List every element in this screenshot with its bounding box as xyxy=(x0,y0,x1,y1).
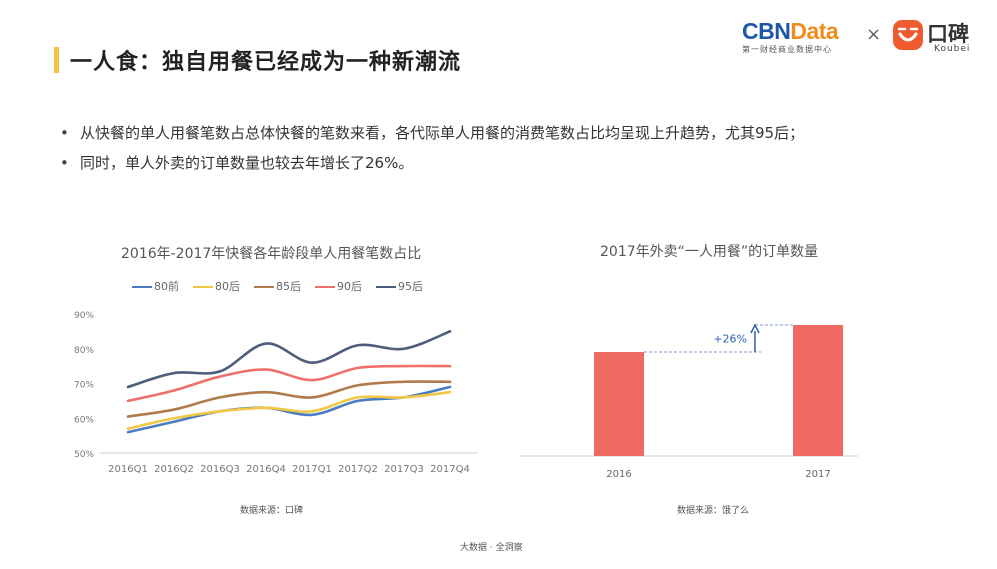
bullet-dot: • xyxy=(60,124,69,142)
data-logo-text: Data xyxy=(790,18,839,44)
series-line xyxy=(126,330,452,389)
series-line xyxy=(126,364,452,403)
bar-chart-source: 数据来源：饿了么 xyxy=(677,506,750,516)
footer-slogan: 大数据 · 全洞察 xyxy=(460,543,523,553)
cbndata-logo: CBNData 第一财经商业数据中心 xyxy=(742,19,860,59)
y-tick-label: 60% xyxy=(74,415,94,425)
legend-swatch xyxy=(254,286,274,288)
bullet-text: 同时，单人外卖的订单数量也较去年增长了26%。 xyxy=(80,154,414,172)
x-tick-label: 2016Q4 xyxy=(246,464,286,475)
legend-label: 85后 xyxy=(276,280,301,293)
x-tick-label: 2016Q1 xyxy=(108,464,148,475)
y-tick-label: 70% xyxy=(74,381,94,391)
bar-chart: 2016 2017 +26% xyxy=(520,323,858,480)
legend-item: 80后 xyxy=(193,278,240,294)
title-accent-bar xyxy=(54,47,59,73)
bullet-text: 从快餐的单人用餐笔数占总体快餐的笔数来看，各代际单人用餐的消费笔数占比均呈现上升… xyxy=(80,124,805,142)
legend-item: 90后 xyxy=(315,278,362,294)
x-tick-label: 2017Q4 xyxy=(430,464,470,475)
legend-item: 80前 xyxy=(132,278,179,294)
line-chart-title: 2016年-2017年快餐各年龄段单人用餐笔数占比 xyxy=(121,246,422,262)
x-tick-label: 2017Q3 xyxy=(384,464,424,475)
legend-item: 95后 xyxy=(376,278,423,294)
growth-arrow-head xyxy=(750,323,760,334)
line-chart-legend: 80前 80后 85后 90后 95后 xyxy=(132,278,437,294)
legend-label: 95后 xyxy=(398,280,423,293)
legend-label: 90后 xyxy=(337,280,362,293)
line-chart-source: 数据来源：口碑 xyxy=(240,506,304,516)
legend-item: 85后 xyxy=(254,278,301,294)
bar xyxy=(594,352,644,456)
legend-swatch xyxy=(315,286,335,288)
legend-label: 80后 xyxy=(215,280,240,293)
legend-swatch xyxy=(132,286,152,288)
legend-label: 80前 xyxy=(154,280,179,293)
koubei-logo-icon xyxy=(893,20,923,50)
page-title: 一人食：独自用餐已经成为一种新潮流 xyxy=(70,50,462,75)
bullet-dot: • xyxy=(60,154,69,172)
line-chart: 50% 60% 70% 80% 90% 2016Q1 2016Q2 2016Q3 2016Q4 2… xyxy=(74,311,478,475)
cbndata-subtitle: 第一财经商业数据中心 xyxy=(742,45,832,54)
y-tick-label: 90% xyxy=(74,311,94,321)
bar xyxy=(793,325,843,456)
koubei-logo-subtitle: Koubei xyxy=(934,44,971,54)
legend-swatch xyxy=(376,286,396,288)
x-tick-label: 2016Q2 xyxy=(154,464,194,475)
partnership-times-sign: × xyxy=(866,24,882,45)
x-tick-label: 2017Q1 xyxy=(292,464,332,475)
series-line xyxy=(126,380,452,418)
x-tick-label: 2017Q2 xyxy=(338,464,378,475)
y-tick-label: 50% xyxy=(74,450,94,460)
koubei-logo-text: 口碑 xyxy=(927,22,969,46)
legend-swatch xyxy=(193,286,213,288)
cbn-logo-text: CBN xyxy=(742,18,791,44)
series-line xyxy=(126,390,452,430)
growth-annotation: +26% xyxy=(713,333,747,346)
bar-category-label: 2017 xyxy=(805,469,830,480)
bar-chart-title: 2017年外卖“一人用餐”的订单数量 xyxy=(600,244,819,260)
x-tick-label: 2016Q3 xyxy=(200,464,240,475)
bar-category-label: 2016 xyxy=(606,469,631,480)
y-tick-label: 80% xyxy=(74,346,94,356)
